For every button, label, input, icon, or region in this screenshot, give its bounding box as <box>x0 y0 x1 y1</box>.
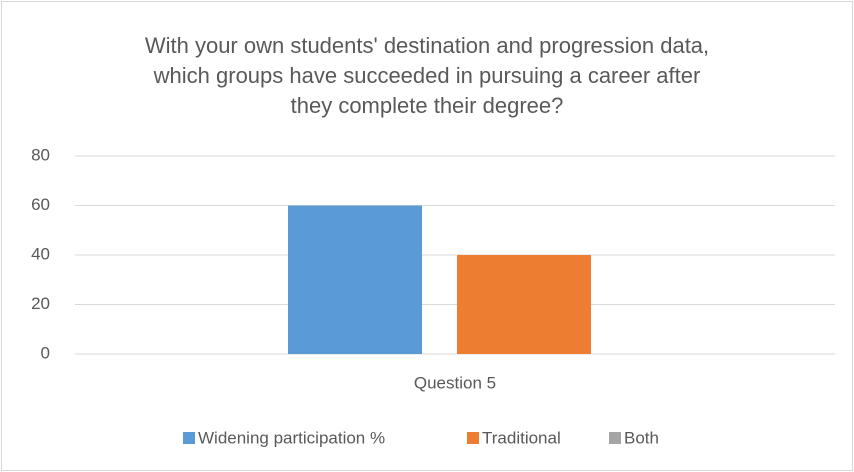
y-tick-label: 80 <box>31 145 50 164</box>
legend-label: Widening participation % <box>198 428 385 447</box>
x-tick-label: Question 5 <box>414 373 496 392</box>
bar <box>288 205 422 354</box>
legend-label: Both <box>624 428 659 447</box>
legend-swatch <box>609 432 621 444</box>
legend-swatch <box>183 432 195 444</box>
chart-title: they complete their degree? <box>291 93 564 118</box>
y-tick-label: 40 <box>31 244 50 263</box>
y-tick-label: 60 <box>31 195 50 214</box>
bar <box>457 255 591 354</box>
y-tick-label: 20 <box>31 294 50 313</box>
legend-swatch <box>467 432 479 444</box>
legend-label: Traditional <box>482 428 561 447</box>
chart-title: which groups have succeeded in pursuing … <box>153 63 701 88</box>
y-tick-label: 0 <box>41 343 50 362</box>
chart-title: With your own students' destination and … <box>145 33 709 58</box>
